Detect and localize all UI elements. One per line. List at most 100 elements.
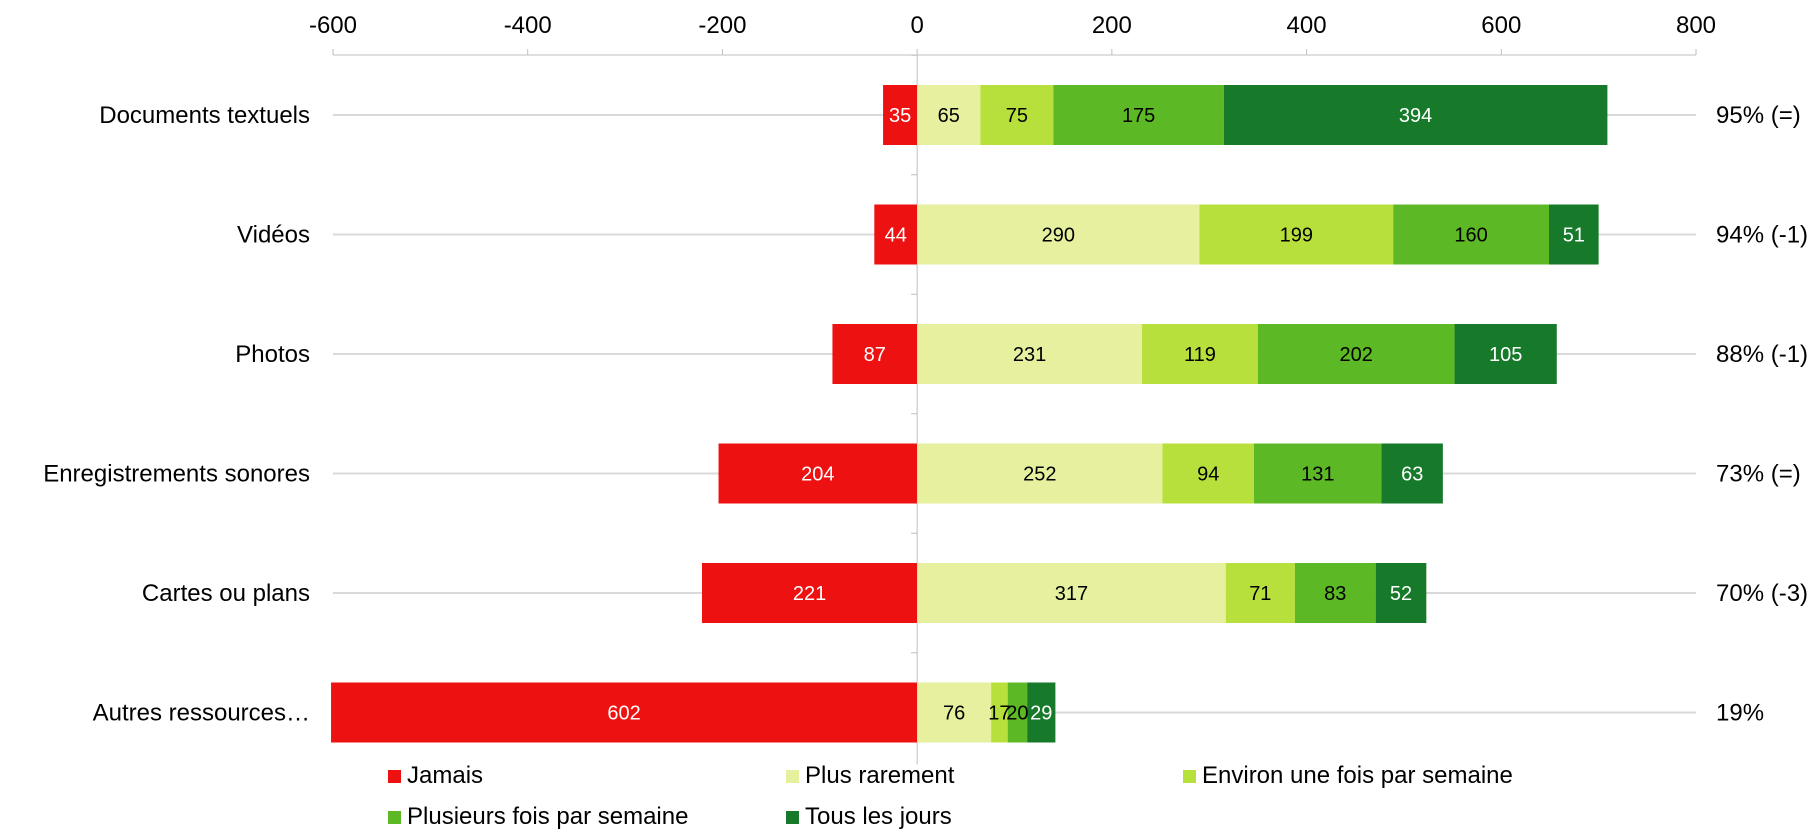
bar-value-label: 29 — [1030, 703, 1052, 725]
x-tick-label: -400 — [504, 12, 552, 39]
bar-segment — [1162, 443, 1254, 504]
bar-segment — [1393, 204, 1549, 265]
bar-value-label: 71 — [1249, 583, 1271, 605]
bar-value-label: 204 — [801, 464, 834, 486]
legend-item: Plus rarement — [786, 762, 955, 789]
bar-segment — [1381, 443, 1443, 504]
legend-swatch — [388, 770, 401, 783]
bars — [331, 85, 1608, 743]
x-tick-label: 200 — [1092, 12, 1132, 39]
bar-value-label: 317 — [1055, 583, 1088, 605]
legend-item: Jamais — [388, 762, 483, 789]
category-label: Vidéos — [237, 222, 310, 249]
bar-value-label: 65 — [938, 105, 960, 127]
x-axis: -600 -400 -200 0 200 400 600 800 — [309, 12, 1716, 56]
bar-value-label: 202 — [1340, 344, 1373, 366]
net-percentage-label: 94% (-1) — [1716, 222, 1808, 249]
bar-value-label: 20 — [1006, 703, 1028, 725]
bar-value-label: 51 — [1563, 225, 1585, 247]
bar-segment — [1294, 563, 1376, 623]
bar-value-label: 131 — [1301, 464, 1334, 486]
bar-value-label: 119 — [1184, 344, 1216, 366]
bar-value-label: 175 — [1122, 105, 1155, 127]
bar-value-label: 63 — [1401, 464, 1423, 486]
bar-value-label: 76 — [943, 703, 965, 725]
labels: Documents textuels 95% (=) 35 65 75 175 394 Vid… — [43, 102, 1808, 727]
bar-value-label: 290 — [1042, 225, 1075, 247]
net-percentage-label: 70% (-3) — [1716, 580, 1808, 607]
legend-item: Environ une fois par semaine — [1183, 762, 1513, 789]
category-label: Cartes ou plans — [142, 580, 310, 607]
bar-segment — [917, 563, 1226, 623]
bar-value-label: 252 — [1023, 464, 1056, 486]
bar-value-label: 105 — [1489, 344, 1522, 366]
bar-segment — [1257, 324, 1455, 384]
bar-segment — [1027, 682, 1056, 743]
legend-label: Plus rarement — [805, 762, 955, 789]
legend-item: Plusieurs fois par semaine — [388, 803, 688, 830]
bar-segment — [980, 85, 1054, 145]
bar-segment — [991, 682, 1008, 743]
legend-label: Plusieurs fois par semaine — [407, 803, 688, 830]
bar-value-label: 87 — [864, 344, 886, 366]
bar-segment — [331, 682, 918, 743]
x-tick-label: 600 — [1481, 12, 1521, 39]
bar-segment — [1375, 563, 1427, 623]
bar-segment — [701, 563, 918, 623]
bar-segment — [917, 204, 1200, 265]
bar-value-label: 160 — [1454, 225, 1487, 247]
category-guide-lines — [333, 54, 1696, 765]
category-label: Photos — [235, 341, 310, 368]
bar-segment — [1223, 85, 1608, 145]
x-tick-label: 800 — [1676, 12, 1716, 39]
bar-value-label: 17 — [988, 703, 1010, 725]
legend-item: Tous les jours — [786, 803, 952, 830]
bar-value-label: 94 — [1197, 464, 1219, 486]
category-label: Enregistrements sonores — [43, 461, 310, 488]
bar-segment — [917, 682, 992, 743]
legend-label: Tous les jours — [805, 803, 952, 830]
bar-value-label: 221 — [793, 583, 826, 605]
bar-value-label: 231 — [1013, 344, 1046, 366]
bar-value-label: 44 — [885, 225, 907, 247]
legend-swatch — [388, 811, 401, 824]
legend-label: Jamais — [407, 762, 483, 789]
bar-segment — [1007, 682, 1028, 743]
bar-segment — [917, 324, 1143, 384]
net-percentage-label: 95% (=) — [1716, 102, 1801, 129]
bar-segment — [718, 443, 918, 504]
legend-swatch — [786, 770, 799, 783]
bar-value-label: 602 — [607, 703, 640, 725]
bar-segment — [917, 85, 981, 145]
legend-swatch — [786, 811, 799, 824]
bar-segment — [1225, 563, 1295, 623]
bar-segment — [832, 324, 918, 384]
bar-segment — [1548, 204, 1599, 265]
net-percentage-label: 88% (-1) — [1716, 341, 1808, 368]
net-percentage-label: 19% — [1716, 700, 1764, 727]
x-tick-label: -200 — [698, 12, 746, 39]
bar-segment — [1053, 85, 1224, 145]
bar-segment — [883, 85, 918, 145]
bar-segment — [874, 204, 918, 265]
x-tick-label: 0 — [910, 12, 923, 39]
legend-label: Environ une fois par semaine — [1202, 762, 1513, 789]
bar-segment — [1454, 324, 1557, 384]
bar-value-label: 394 — [1399, 105, 1432, 127]
x-tick-label: 400 — [1287, 12, 1327, 39]
bar-segment — [1199, 204, 1394, 265]
bar-value-label: 83 — [1324, 583, 1346, 605]
bar-segment — [1253, 443, 1382, 504]
bar-value-label: 52 — [1390, 583, 1412, 605]
bar-value-label: 35 — [889, 105, 911, 127]
bar-segment — [1142, 324, 1258, 384]
category-label: Documents textuels — [99, 102, 310, 129]
legend-swatch — [1183, 770, 1196, 783]
bar-segment — [917, 443, 1163, 504]
bar-value-label: 75 — [1006, 105, 1028, 127]
legend: Jamais Plus rarement Environ une fois par … — [388, 762, 1513, 830]
category-label: Autres ressources… — [93, 700, 310, 727]
bar-value-label: 199 — [1280, 225, 1313, 247]
net-percentage-label: 73% (=) — [1716, 461, 1801, 488]
